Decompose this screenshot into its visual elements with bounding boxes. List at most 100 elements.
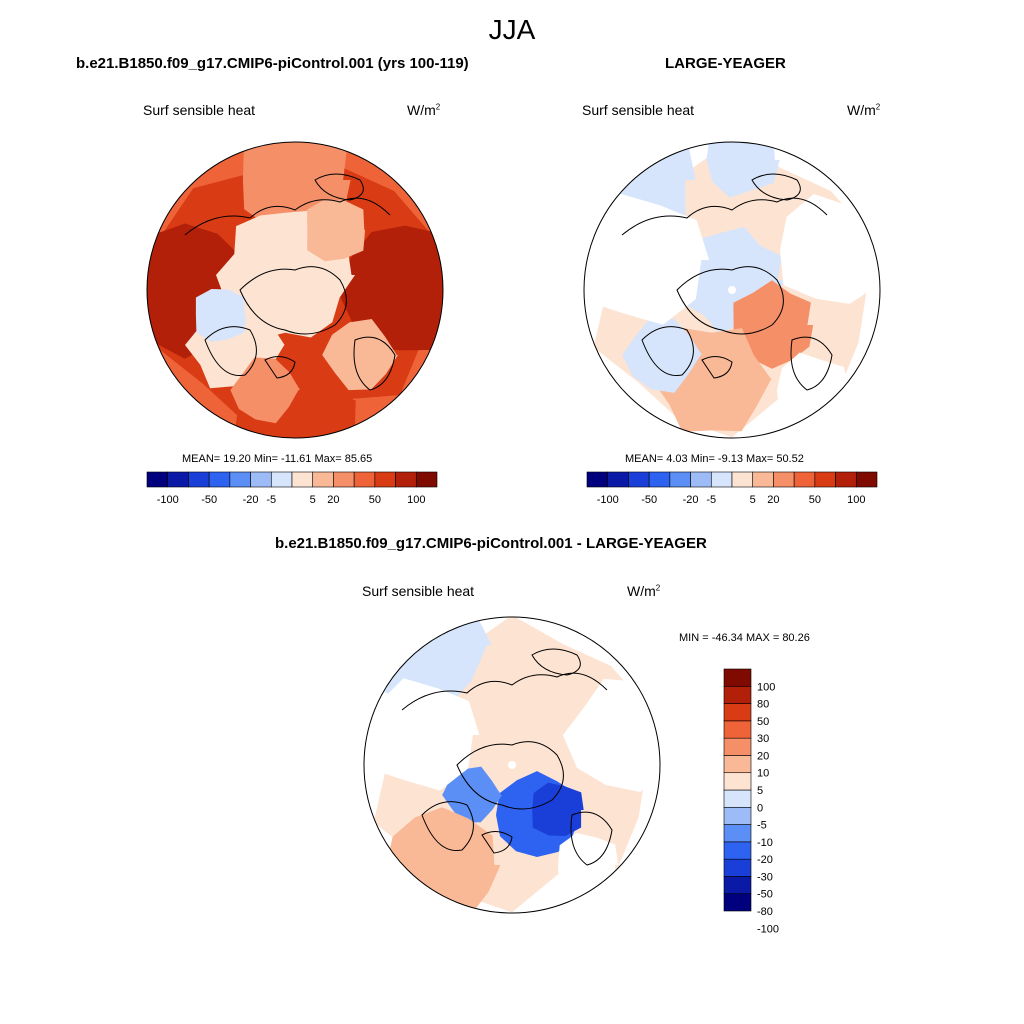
left-colorbar-box bbox=[208, 471, 231, 488]
right-colorbar-box bbox=[835, 471, 857, 488]
diff-colorbar-box bbox=[723, 755, 752, 774]
left-coastline bbox=[239, 266, 347, 335]
left-colorbar-tick-label: -50 bbox=[201, 494, 217, 506]
left-coastline bbox=[264, 356, 296, 379]
left-colorbar-box bbox=[229, 471, 251, 488]
right-colorbar-box bbox=[710, 471, 733, 488]
right-field-region bbox=[733, 280, 814, 369]
diff-colorbar-tick-label: 100 bbox=[757, 681, 775, 693]
right-colorbar-tick-label: 20 bbox=[767, 494, 779, 506]
diff-colorbar-tick-label: 30 bbox=[757, 733, 769, 745]
right-colorbar-box bbox=[752, 471, 774, 488]
left-colorbar-tick-label: -5 bbox=[266, 494, 276, 506]
diff-colorbar-box bbox=[723, 772, 752, 791]
diff-colorbar-box bbox=[723, 685, 752, 704]
diff-colorbar-tick-label: -30 bbox=[757, 871, 773, 883]
diff-panel-title: b.e21.B1850.f09_g17.CMIP6-piControl.001 … bbox=[275, 535, 707, 552]
right-colorbar-box bbox=[814, 471, 836, 488]
diff-panel-stats: MIN = -46.34 MAX = 80.26 bbox=[679, 632, 810, 644]
left-colorbar-tick-label: 5 bbox=[310, 494, 316, 506]
diff-colorbar-box bbox=[723, 789, 752, 808]
left-panel-colorbar: -100 -50 -20 -5 5 20 50 100 bbox=[146, 471, 438, 506]
diff-panel-units-label: W/m2 bbox=[627, 583, 661, 599]
right-panel-colorbar: -100 -50 -20 -5 5 20 50 100 bbox=[586, 471, 878, 506]
left-colorbar-box bbox=[146, 471, 169, 488]
right-colorbar-tick-label: 50 bbox=[809, 494, 821, 506]
diff-colorbar-box bbox=[723, 876, 752, 895]
left-colorbar-box bbox=[291, 471, 314, 488]
diff-coastline bbox=[421, 801, 474, 852]
diff-field-region bbox=[442, 766, 502, 823]
left-colorbar-box bbox=[353, 471, 376, 488]
diff-coastline bbox=[401, 672, 608, 711]
diff-colorbar-tick-label: 5 bbox=[757, 785, 763, 797]
left-panel-title: b.e21.B1850.f09_g17.CMIP6-piControl.001 … bbox=[76, 55, 469, 72]
diff-colorbar-tick-label: -10 bbox=[757, 837, 773, 849]
right-field-region bbox=[622, 318, 702, 393]
diff-colorbar-box bbox=[723, 720, 752, 739]
right-colorbar-box bbox=[855, 471, 878, 488]
right-colorbar-box bbox=[586, 471, 609, 488]
diff-panel-variable-label: Surf sensible heat bbox=[362, 583, 475, 599]
left-panel-stats: MEAN= 19.20 Min= -11.61 Max= 85.65 bbox=[182, 453, 373, 465]
left-coastline bbox=[314, 173, 364, 201]
left-field-region bbox=[195, 289, 247, 342]
left-colorbar-box bbox=[333, 471, 355, 488]
left-colorbar-box bbox=[167, 471, 189, 488]
right-colorbar-box bbox=[648, 471, 671, 488]
diff-map-border bbox=[363, 616, 661, 914]
diff-coastline bbox=[456, 741, 564, 810]
diff-field-region bbox=[532, 782, 584, 836]
right-panel-stats: MEAN= 4.03 Min= -9.13 Max= 50.52 bbox=[625, 453, 804, 465]
diff-coastline bbox=[570, 811, 613, 866]
diff-colorbar-tick-label: 10 bbox=[757, 768, 769, 780]
left-field-region bbox=[322, 319, 398, 391]
right-colorbar-box bbox=[793, 471, 816, 488]
right-colorbar-tick-label: 100 bbox=[847, 494, 865, 506]
diff-colorbar-tick-label: -20 bbox=[757, 854, 773, 866]
right-pole-marker bbox=[728, 286, 736, 294]
right-colorbar-box bbox=[607, 471, 629, 488]
left-coastline bbox=[184, 197, 391, 236]
right-colorbar-box bbox=[731, 471, 754, 488]
left-panel-variable-label: Surf sensible heat bbox=[143, 102, 256, 118]
left-coastline bbox=[353, 336, 396, 391]
right-field-region bbox=[780, 194, 880, 304]
diff-colorbar-box bbox=[723, 841, 752, 860]
left-coastline bbox=[204, 326, 257, 377]
right-colorbar-box bbox=[628, 471, 650, 488]
left-colorbar-box bbox=[374, 471, 396, 488]
diff-colorbar-tick-label: -80 bbox=[757, 906, 773, 918]
diff-colorbar-box bbox=[723, 668, 752, 687]
right-colorbar-tick-label: -20 bbox=[683, 494, 699, 506]
diff-field-region bbox=[367, 678, 480, 791]
right-colorbar-box bbox=[773, 471, 795, 488]
diff-colorbar-tick-label: -5 bbox=[757, 820, 767, 832]
right-colorbar-tick-label: -100 bbox=[597, 494, 619, 506]
right-panel-title: LARGE-YEAGER bbox=[665, 55, 786, 72]
right-coastline bbox=[790, 336, 833, 391]
diff-pole-marker bbox=[508, 761, 516, 769]
left-panel-map bbox=[146, 141, 444, 439]
diff-panel-map bbox=[363, 616, 661, 914]
left-field-region bbox=[230, 357, 300, 424]
left-colorbar-box bbox=[312, 471, 334, 488]
diff-coastline bbox=[481, 831, 513, 854]
right-map-border bbox=[583, 141, 881, 439]
right-panel-units-label: W/m2 bbox=[847, 102, 881, 118]
right-coastline bbox=[701, 356, 733, 379]
right-field-region bbox=[584, 193, 710, 325]
left-colorbar-tick-label: -20 bbox=[243, 494, 259, 506]
figure-title: JJA bbox=[488, 14, 536, 45]
left-colorbar-tick-label: -100 bbox=[157, 494, 179, 506]
left-colorbar-box bbox=[395, 471, 417, 488]
diff-colorbar-box bbox=[723, 893, 752, 912]
right-colorbar-box bbox=[669, 471, 691, 488]
left-colorbar-box bbox=[188, 471, 210, 488]
right-coastline bbox=[621, 197, 828, 236]
right-panel-map bbox=[583, 141, 881, 439]
right-colorbar-tick-label: -50 bbox=[641, 494, 657, 506]
right-coastline bbox=[751, 173, 801, 201]
diff-colorbar-box bbox=[723, 806, 752, 825]
